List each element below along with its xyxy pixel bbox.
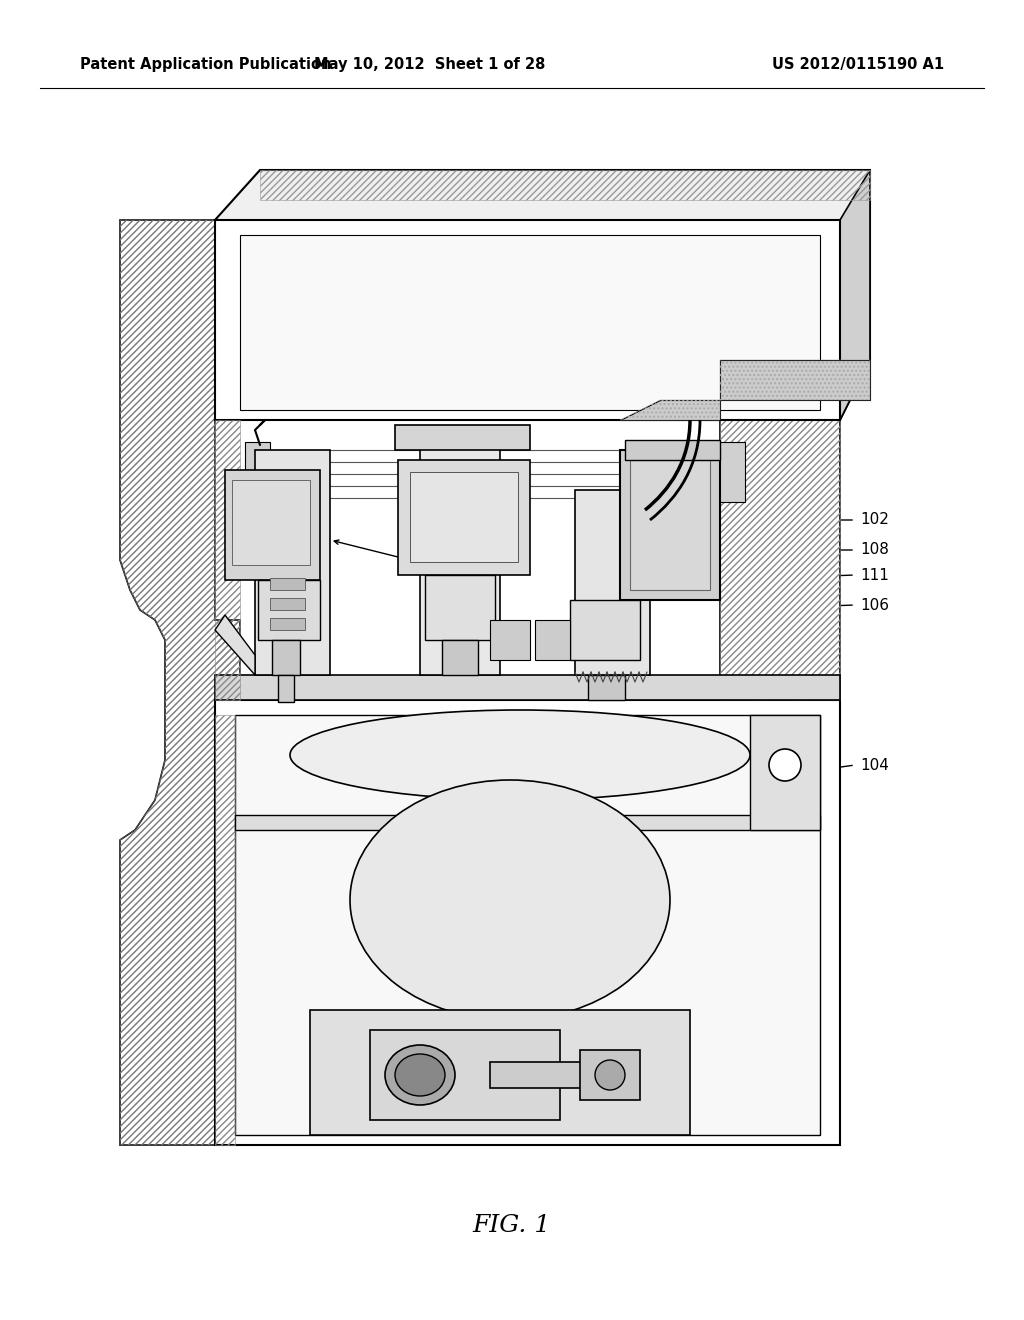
- Text: 108: 108: [860, 543, 889, 557]
- Polygon shape: [398, 459, 530, 576]
- Polygon shape: [840, 170, 870, 420]
- Text: May 10, 2012  Sheet 1 of 28: May 10, 2012 Sheet 1 of 28: [314, 58, 546, 73]
- Polygon shape: [215, 700, 840, 1144]
- Polygon shape: [442, 640, 478, 675]
- Polygon shape: [535, 620, 570, 660]
- Polygon shape: [310, 1010, 690, 1135]
- Polygon shape: [234, 814, 820, 830]
- Ellipse shape: [769, 748, 801, 781]
- Ellipse shape: [595, 1060, 625, 1090]
- Polygon shape: [420, 440, 500, 675]
- Ellipse shape: [395, 1053, 445, 1096]
- Polygon shape: [272, 640, 300, 675]
- Polygon shape: [570, 601, 640, 660]
- Polygon shape: [225, 470, 319, 579]
- Polygon shape: [245, 442, 270, 502]
- Polygon shape: [395, 425, 530, 450]
- Polygon shape: [240, 235, 820, 411]
- Polygon shape: [720, 220, 840, 700]
- Polygon shape: [370, 1030, 560, 1119]
- Polygon shape: [715, 442, 745, 502]
- Polygon shape: [255, 450, 330, 675]
- Polygon shape: [215, 170, 870, 420]
- Polygon shape: [575, 490, 650, 675]
- Polygon shape: [278, 675, 294, 702]
- Text: 110: 110: [496, 1134, 524, 1150]
- Polygon shape: [215, 675, 840, 700]
- Polygon shape: [270, 618, 305, 630]
- Polygon shape: [580, 1049, 640, 1100]
- Polygon shape: [490, 1063, 600, 1088]
- Ellipse shape: [290, 710, 750, 800]
- Ellipse shape: [350, 780, 670, 1020]
- Polygon shape: [410, 473, 518, 562]
- Polygon shape: [620, 450, 720, 601]
- Polygon shape: [490, 620, 530, 660]
- Polygon shape: [425, 576, 495, 640]
- Text: 102: 102: [860, 512, 889, 528]
- Polygon shape: [270, 598, 305, 610]
- Polygon shape: [750, 715, 820, 830]
- Text: US 2012/0115190 A1: US 2012/0115190 A1: [772, 58, 944, 73]
- Polygon shape: [630, 459, 710, 590]
- Text: Patent Application Publication: Patent Application Publication: [80, 58, 332, 73]
- Text: 100: 100: [775, 187, 804, 202]
- Polygon shape: [258, 579, 319, 640]
- Polygon shape: [270, 578, 305, 590]
- Polygon shape: [215, 220, 840, 420]
- Ellipse shape: [385, 1045, 455, 1105]
- Polygon shape: [625, 440, 720, 459]
- Polygon shape: [215, 615, 255, 675]
- Polygon shape: [588, 675, 625, 700]
- Text: 108: 108: [301, 557, 330, 573]
- Text: 111: 111: [860, 568, 889, 582]
- Polygon shape: [232, 480, 310, 565]
- Text: 106: 106: [860, 598, 889, 612]
- Polygon shape: [120, 220, 240, 1144]
- Polygon shape: [234, 715, 820, 1135]
- Text: FIG. 1: FIG. 1: [473, 1213, 551, 1237]
- Polygon shape: [620, 360, 870, 420]
- Text: 104: 104: [860, 758, 889, 772]
